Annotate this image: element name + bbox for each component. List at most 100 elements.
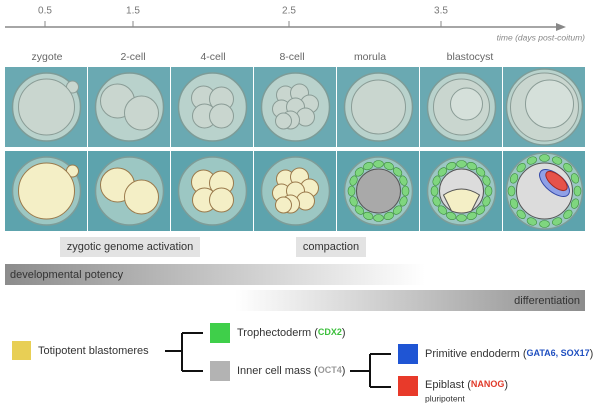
te-cell [401, 185, 410, 197]
te-cell [466, 211, 477, 221]
marker: CDX2 [318, 327, 342, 337]
te-cell [570, 198, 580, 209]
te-cell [446, 161, 457, 171]
stage-label: morula [354, 51, 386, 63]
te-cell [552, 156, 563, 165]
swatch [12, 341, 31, 360]
te-cell [363, 211, 374, 221]
te-cell [432, 196, 441, 207]
lineage-tree [165, 332, 391, 388]
marker: NANOG [471, 379, 505, 389]
te-cell [430, 185, 439, 197]
stage-label: 4-cell [200, 51, 225, 63]
te-cell [437, 205, 448, 215]
blastocoel [525, 79, 574, 129]
legend-label: Primitive endoderm (GATA6, SOX17) [425, 348, 593, 360]
te-cell [354, 205, 365, 215]
blastomere [18, 162, 75, 220]
label: Trophectoderm ( [237, 327, 318, 339]
stage-label: 2-cell [120, 51, 145, 63]
event-bar [60, 237, 200, 257]
blastomere [209, 103, 234, 129]
te-cell [349, 175, 358, 186]
te-cell [349, 196, 358, 207]
te-cell [347, 185, 356, 197]
label: ) [342, 365, 346, 377]
legend-label: Epiblast (NANOG) [425, 379, 508, 391]
blastomere [124, 95, 159, 131]
te-cell [354, 167, 365, 177]
te-cell [363, 161, 374, 171]
legend-label: Inner cell mass (OCT4) [237, 365, 345, 377]
te-cell [563, 209, 573, 219]
te-cell [399, 175, 408, 186]
swatch [210, 361, 230, 381]
bracket [350, 353, 391, 388]
label: Inner cell mass ( [237, 365, 318, 377]
te-cell [482, 196, 491, 207]
swatch [398, 344, 418, 364]
blastomere [275, 112, 292, 130]
legend-label: Trophectoderm (CDX2) [237, 327, 346, 339]
timeline-arrow [556, 23, 566, 31]
te-cell [475, 205, 486, 215]
differentiation-gradient [235, 290, 585, 311]
event-label: zygotic genome activation [67, 241, 194, 253]
legend-label: Totipotent blastomeres [38, 345, 149, 357]
te-cell [526, 156, 537, 165]
tick-label: 1.5 [126, 6, 140, 17]
te-cell [482, 175, 491, 186]
stage-label: 8-cell [279, 51, 304, 63]
te-cell [563, 163, 573, 173]
legend-note: pluripotent [425, 393, 465, 403]
te-cell [539, 220, 550, 228]
label: ) [342, 327, 346, 339]
event-label: compaction [303, 241, 359, 253]
blastomere [209, 187, 234, 213]
event-bar [296, 237, 366, 257]
blastomere [124, 179, 159, 215]
stage-label: blastocyst [447, 51, 494, 63]
epiblast [545, 170, 568, 192]
te-cell [516, 209, 526, 219]
swatch [398, 376, 418, 396]
te-cell [432, 175, 441, 186]
te-cell [509, 173, 519, 184]
te-cell [573, 185, 582, 197]
blastomere [18, 78, 75, 136]
te-cell [570, 173, 580, 184]
blastomere [275, 196, 292, 214]
te-cell [516, 163, 526, 173]
te-cell [392, 167, 403, 177]
te-cell [509, 198, 519, 209]
te-cell [446, 211, 457, 221]
te-cell [475, 167, 486, 177]
timeline-ticks: 0.5 1.5 2.5 3.5 [38, 6, 448, 27]
gradient-label: developmental potency [10, 269, 124, 281]
cavity [356, 168, 401, 214]
tick-label: 2.5 [282, 6, 296, 17]
te-cell [526, 217, 537, 226]
te-cell [437, 167, 448, 177]
potency-gradient [5, 264, 425, 285]
marker: GATA6, SOX17 [526, 348, 589, 358]
te-cell [456, 160, 467, 168]
te-cell [373, 214, 384, 222]
label: Primitive endoderm ( [425, 348, 527, 360]
axis-label: time (days post-coitum) [497, 32, 585, 42]
te-cell [507, 185, 516, 197]
te-cell [552, 217, 563, 226]
te-cell [539, 154, 550, 162]
label: ) [590, 348, 594, 360]
te-cell [383, 211, 394, 221]
te-cell [373, 160, 384, 168]
label: ) [504, 379, 508, 391]
stage-label: zygote [32, 51, 63, 63]
tick-label: 3.5 [434, 6, 448, 17]
swatch [210, 323, 230, 343]
blastomere [351, 79, 406, 135]
gradient-label: differentiation [514, 295, 580, 307]
te-cell [392, 205, 403, 215]
te-cell [484, 185, 493, 197]
